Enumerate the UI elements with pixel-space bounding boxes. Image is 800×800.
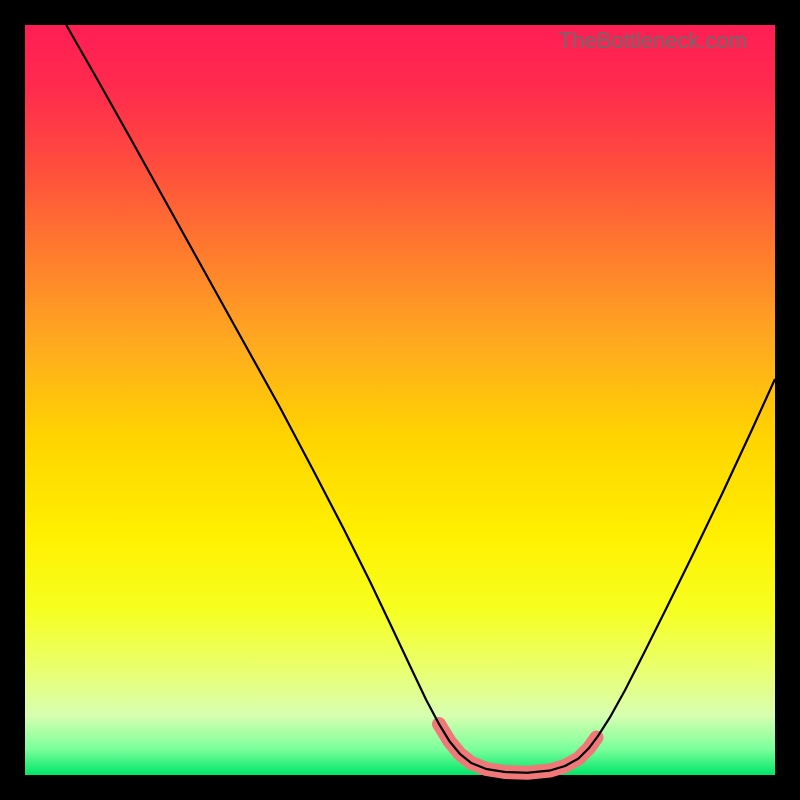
optimal-range-highlight <box>439 724 597 773</box>
chart-svg-overlay <box>25 25 775 775</box>
chart-frame: TheBottleneck.com <box>0 0 800 800</box>
watermark-text: TheBottleneck.com <box>559 28 747 54</box>
bottleneck-curve <box>66 25 775 773</box>
plot-area <box>25 25 775 775</box>
